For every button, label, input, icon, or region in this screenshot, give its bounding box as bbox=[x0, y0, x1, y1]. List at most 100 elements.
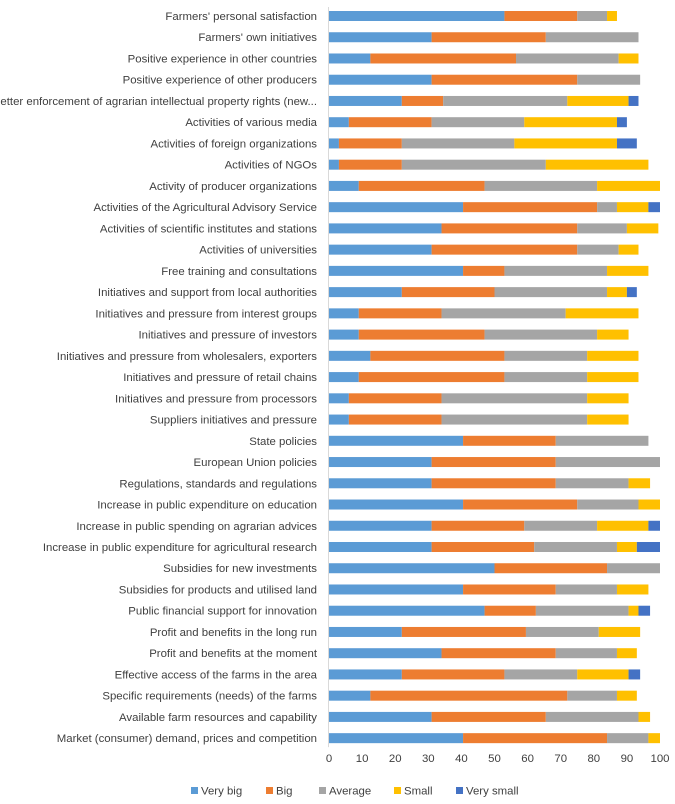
bar-segment-small bbox=[514, 138, 617, 149]
bar-segment-average bbox=[516, 53, 619, 64]
bar-segment-big bbox=[348, 393, 442, 404]
bar-segment-very-big bbox=[329, 563, 495, 574]
bar-row-11 bbox=[329, 244, 639, 255]
legend-label: Very small bbox=[466, 786, 519, 798]
bar-segment-small bbox=[607, 265, 649, 276]
category-label: Increase in public spending on agrarian … bbox=[76, 521, 317, 533]
bar-segment-small bbox=[616, 584, 649, 595]
bar-segment-average bbox=[441, 393, 588, 404]
bar-segment-very-big bbox=[329, 95, 402, 106]
x-tick-label: 0 bbox=[326, 753, 332, 765]
category-label: Activities of NGOs bbox=[225, 160, 318, 172]
bar-segment-average bbox=[555, 478, 629, 489]
bar-segment-very-big bbox=[329, 520, 432, 531]
bar-segment-big bbox=[370, 350, 505, 361]
category-label: Activities of universities bbox=[199, 245, 317, 257]
bar-segment-big bbox=[401, 287, 495, 298]
bar-segment-small bbox=[524, 117, 617, 128]
bar-segment-small bbox=[616, 542, 637, 552]
bar-segment-average bbox=[577, 244, 619, 255]
bar-segment-average bbox=[441, 308, 566, 319]
bar-segment-big bbox=[484, 605, 536, 616]
bar-row-1 bbox=[329, 32, 639, 43]
legend-label: Small bbox=[404, 786, 432, 798]
x-tick-label: 50 bbox=[488, 753, 501, 765]
category-label: State policies bbox=[249, 436, 317, 448]
bar-row-32 bbox=[329, 690, 637, 701]
category-label: Activity of producer organizations bbox=[149, 181, 317, 193]
bar-segment-average bbox=[534, 542, 617, 552]
bar-segment-small bbox=[628, 605, 639, 616]
bar-segment-very-big bbox=[329, 287, 402, 298]
bar-row-15 bbox=[329, 329, 629, 340]
bar-segment-very-big bbox=[329, 711, 432, 722]
bar-segment-average bbox=[555, 648, 617, 659]
bar-segment-very-big bbox=[329, 605, 485, 616]
bar-segment-average bbox=[577, 74, 641, 85]
bar-segment-average bbox=[494, 287, 608, 298]
category-label: Increase in public expenditure for agric… bbox=[43, 542, 317, 554]
category-label: Effective access of the farms in the are… bbox=[115, 669, 318, 681]
legend-swatch bbox=[191, 787, 198, 794]
bar-row-34 bbox=[329, 733, 660, 744]
bar-segment-big bbox=[441, 648, 556, 659]
bar-segment-average bbox=[577, 11, 608, 21]
bar-segment-big bbox=[504, 11, 578, 21]
bar-segment-small bbox=[587, 350, 639, 361]
bar-segment-small bbox=[565, 308, 639, 319]
bar-segment-small bbox=[597, 520, 649, 531]
bar-segment-small bbox=[628, 478, 651, 489]
bar-segment-very-small bbox=[628, 669, 641, 680]
bar-segment-small bbox=[587, 414, 629, 425]
legend-swatch bbox=[266, 787, 273, 794]
bar-segment-big bbox=[370, 53, 517, 64]
bar-segment-very-small bbox=[636, 542, 660, 552]
category-label: Suppliers initiatives and pressure bbox=[150, 415, 317, 427]
category-label: Positive experience of other producers bbox=[123, 75, 318, 87]
bar-segment-average bbox=[607, 563, 660, 574]
bar-segment-average bbox=[441, 414, 588, 425]
bar-segment-average bbox=[555, 435, 649, 446]
bar-segment-very-big bbox=[329, 180, 359, 191]
bar-segment-very-big bbox=[329, 53, 371, 64]
category-label: Subsidies for new investments bbox=[163, 563, 317, 575]
bar-segment-big bbox=[401, 626, 526, 637]
bar-segment-big bbox=[463, 265, 505, 276]
legend-label: Average bbox=[329, 786, 371, 798]
bar-segment-small bbox=[616, 690, 637, 701]
x-tick-label: 80 bbox=[587, 753, 600, 765]
bar-segment-small bbox=[618, 244, 639, 255]
bar-segment-very-big bbox=[329, 478, 432, 489]
bar-segment-very-small bbox=[616, 117, 627, 128]
bar-segment-small bbox=[616, 202, 649, 213]
bar-segment-very-small bbox=[648, 520, 660, 531]
bar-row-30 bbox=[329, 648, 637, 659]
bar-segment-very-big bbox=[329, 669, 402, 680]
bar-segment-small bbox=[597, 180, 660, 191]
category-label: Initiatives and pressure of retail chain… bbox=[123, 372, 317, 384]
legend-item-very-big: Very big bbox=[191, 786, 242, 798]
bar-row-6 bbox=[329, 138, 637, 149]
bar-row-7 bbox=[329, 159, 649, 170]
bar-segment-big bbox=[338, 138, 402, 149]
bar-segment-very-big bbox=[329, 350, 371, 361]
legend-item-big: Big bbox=[266, 786, 292, 798]
bar-segment-big bbox=[431, 244, 578, 255]
bar-row-3 bbox=[329, 74, 641, 85]
bar-segment-small bbox=[638, 499, 660, 510]
bar-segment-average bbox=[504, 669, 578, 680]
legend-item-very-small: Very small bbox=[456, 786, 519, 798]
bar-segment-average bbox=[535, 605, 629, 616]
bar-segment-very-big bbox=[329, 393, 349, 404]
legend-item-average: Average bbox=[319, 786, 371, 798]
bar-segment-big bbox=[441, 223, 578, 234]
bar-segment-average bbox=[545, 32, 639, 43]
bar-segment-average bbox=[504, 350, 588, 361]
bar-row-23 bbox=[329, 499, 660, 510]
bar-segment-small bbox=[638, 711, 651, 722]
bar-segment-very-big bbox=[329, 32, 432, 43]
bar-segment-big bbox=[463, 499, 578, 510]
category-label: Activities of scientific institutes and … bbox=[100, 223, 317, 235]
bar-row-16 bbox=[329, 350, 639, 361]
bar-segment-big bbox=[431, 542, 535, 552]
